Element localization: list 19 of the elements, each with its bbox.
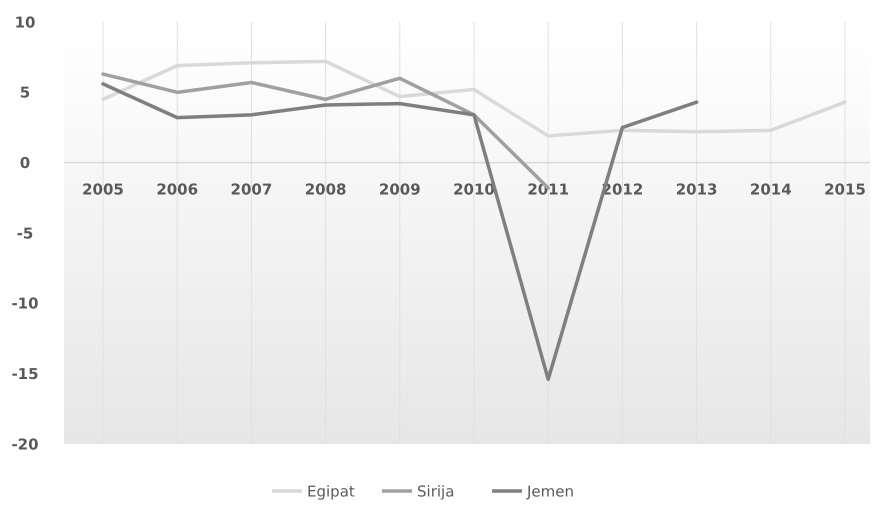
y-tick-label: -20 xyxy=(11,435,39,454)
legend-label: Sirija xyxy=(417,482,454,500)
y-tick-label: -5 xyxy=(16,224,34,242)
legend-label: Egipat xyxy=(307,482,355,500)
x-tick-label: 2013 xyxy=(676,180,718,199)
legend-label: Jemen xyxy=(526,482,574,500)
x-tick-label: 2010 xyxy=(453,180,495,199)
y-tick-label: 10 xyxy=(14,13,36,32)
y-tick-label: -10 xyxy=(11,294,39,313)
y-tick-label: 0 xyxy=(20,154,30,172)
x-tick-label: 2006 xyxy=(156,180,198,199)
x-tick-label: 2015 xyxy=(824,180,866,199)
x-tick-label: 2005 xyxy=(82,180,124,199)
x-tick-label: 2014 xyxy=(750,180,792,199)
y-tick-label: 5 xyxy=(20,84,30,102)
x-tick-label: 2007 xyxy=(230,180,272,199)
x-tick-label: 2009 xyxy=(378,180,421,199)
x-tick-label: 2008 xyxy=(304,180,346,199)
y-tick-label: -15 xyxy=(11,364,39,383)
